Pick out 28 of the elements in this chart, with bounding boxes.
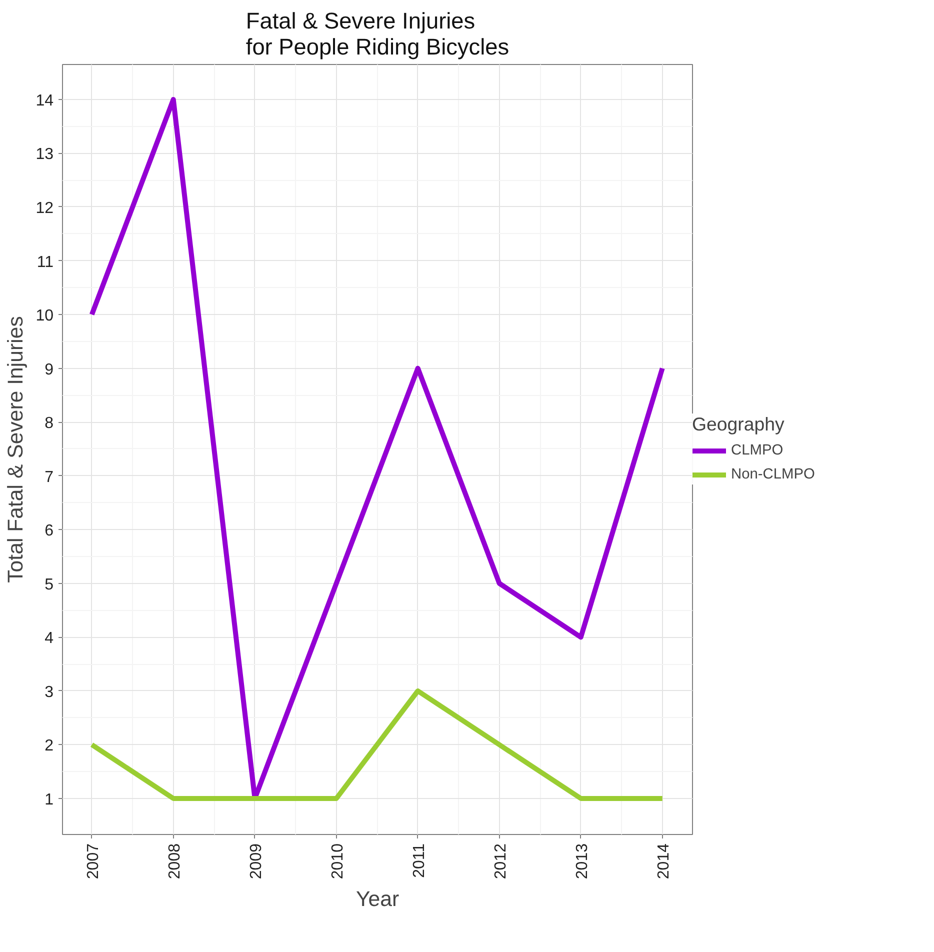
y-tick-label: 13 [36, 146, 54, 164]
legend-title: Geography [692, 414, 786, 436]
y-tick-label: 7 [44, 468, 54, 486]
y-tick-label: 10 [36, 308, 54, 325]
legend-label: Non-CLMPO [731, 466, 815, 482]
x-tick-label: 2012 [492, 843, 510, 880]
y-tick-label: 5 [44, 576, 54, 594]
x-tick-label: 2013 [574, 843, 591, 880]
legend-label: CLMPO [731, 442, 784, 458]
y-tick-label: 4 [44, 630, 54, 648]
y-tick-label: 3 [44, 684, 54, 701]
x-tick-label: 2014 [655, 843, 672, 880]
x-tick-label: 2008 [166, 843, 184, 880]
chart-title: Fatal & Severe Injuries for People Riding Bicycles [246, 8, 510, 60]
x-axis-title: Year [356, 887, 400, 912]
x-tick-label: 2011 [410, 843, 428, 878]
y-tick-label: 6 [44, 522, 54, 540]
y-tick-label: 9 [44, 361, 54, 378]
y-axis-title: Total Fatal & Severe Injuries [4, 316, 28, 583]
x-tick-label: 2010 [329, 843, 346, 880]
y-tick-label: 8 [44, 415, 54, 432]
y-tick-label: 1 [44, 791, 54, 808]
x-tick-label: 2007 [84, 843, 102, 880]
y-tick-label: 11 [36, 254, 54, 271]
y-tick-label: 2 [44, 738, 54, 755]
y-tick-label: 12 [36, 200, 54, 217]
y-tick-label: 14 [36, 92, 54, 110]
x-tick-label: 2009 [248, 843, 265, 880]
